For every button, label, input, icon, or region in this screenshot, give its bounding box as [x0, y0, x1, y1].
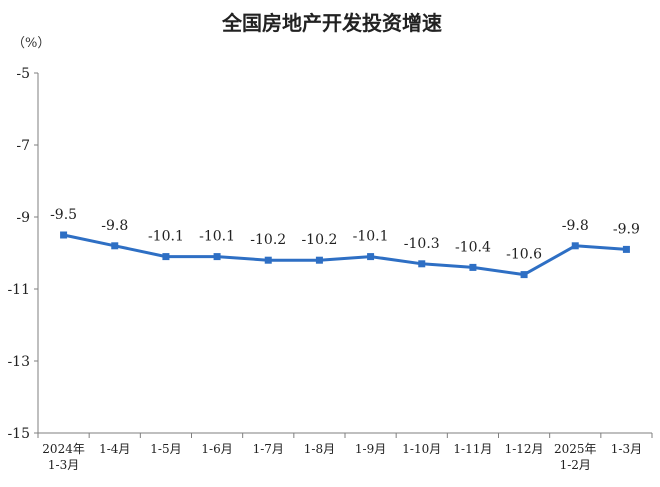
data-label: -10.6 — [506, 247, 542, 263]
data-point-marker — [367, 253, 375, 261]
x-tick-label: 1-2月 — [560, 458, 591, 472]
y-tick-label: -15 — [7, 426, 30, 442]
x-tick-label: 1-12月 — [505, 442, 544, 456]
x-tick-label: 1-3月 — [611, 442, 642, 456]
x-tick-label: 1-4月 — [99, 442, 130, 456]
x-tick-label: 2024年 — [42, 442, 85, 456]
data-label: -10.2 — [301, 232, 337, 248]
data-label: -10.2 — [250, 232, 286, 248]
y-tick-label: -13 — [7, 354, 30, 370]
series-line — [60, 231, 630, 279]
x-tick-label: 1-7月 — [253, 442, 284, 456]
data-label: -9.5 — [50, 207, 77, 223]
data-label: -9.8 — [562, 218, 589, 234]
data-point-marker — [622, 245, 630, 253]
y-tick-label: -9 — [16, 210, 30, 226]
data-point-marker — [60, 231, 68, 239]
x-tick-label: 2025年 — [554, 442, 597, 456]
data-point-marker — [520, 271, 528, 279]
x-tick-label: 1-3月 — [48, 458, 79, 472]
x-tick-label: 1-6月 — [201, 442, 232, 456]
data-point-marker — [264, 256, 272, 264]
y-tick-label: -7 — [16, 138, 30, 154]
y-tick-label: -5 — [16, 66, 30, 82]
x-tick-labels: 2024年 1-3月 1-4月 1-5月 1-6月 1-7月 1-8月 1-9月 1-10月 1-… — [42, 442, 642, 472]
x-tick-label: 1-10月 — [402, 442, 441, 456]
x-tick-label: 1-9月 — [355, 442, 386, 456]
axes — [34, 72, 653, 438]
x-tick-label: 1-8月 — [304, 442, 335, 456]
data-label: -9.8 — [101, 218, 128, 234]
data-labels: -9.5 -9.8 -10.1 -10.1 -10.2 -10.2 -10.1 -10.3 -1… — [50, 207, 640, 263]
y-tick-labels: -5 -7 -9 -11 -13 -15 — [7, 66, 30, 442]
y-tick-label: -11 — [7, 282, 30, 298]
data-point-marker — [571, 242, 579, 250]
data-point-marker — [213, 253, 221, 261]
x-tick-label: 1-11月 — [453, 442, 492, 456]
data-point-marker — [418, 260, 426, 268]
data-label: -10.4 — [455, 239, 491, 255]
series-line-path — [63, 233, 627, 277]
y-axis-unit-label: （%） — [12, 36, 50, 51]
data-label: -10.3 — [404, 236, 440, 252]
x-tick-label: 1-5月 — [150, 442, 181, 456]
data-label: -10.1 — [148, 229, 184, 245]
data-label: -10.1 — [199, 229, 235, 245]
data-point-marker — [315, 256, 323, 264]
data-point-marker — [111, 242, 119, 250]
data-point-marker — [162, 253, 170, 261]
data-label: -10.1 — [353, 229, 389, 245]
data-label: -9.9 — [613, 221, 640, 237]
chart-title: 全国房地产开发投资增速 — [221, 11, 442, 35]
data-point-marker — [469, 263, 477, 271]
